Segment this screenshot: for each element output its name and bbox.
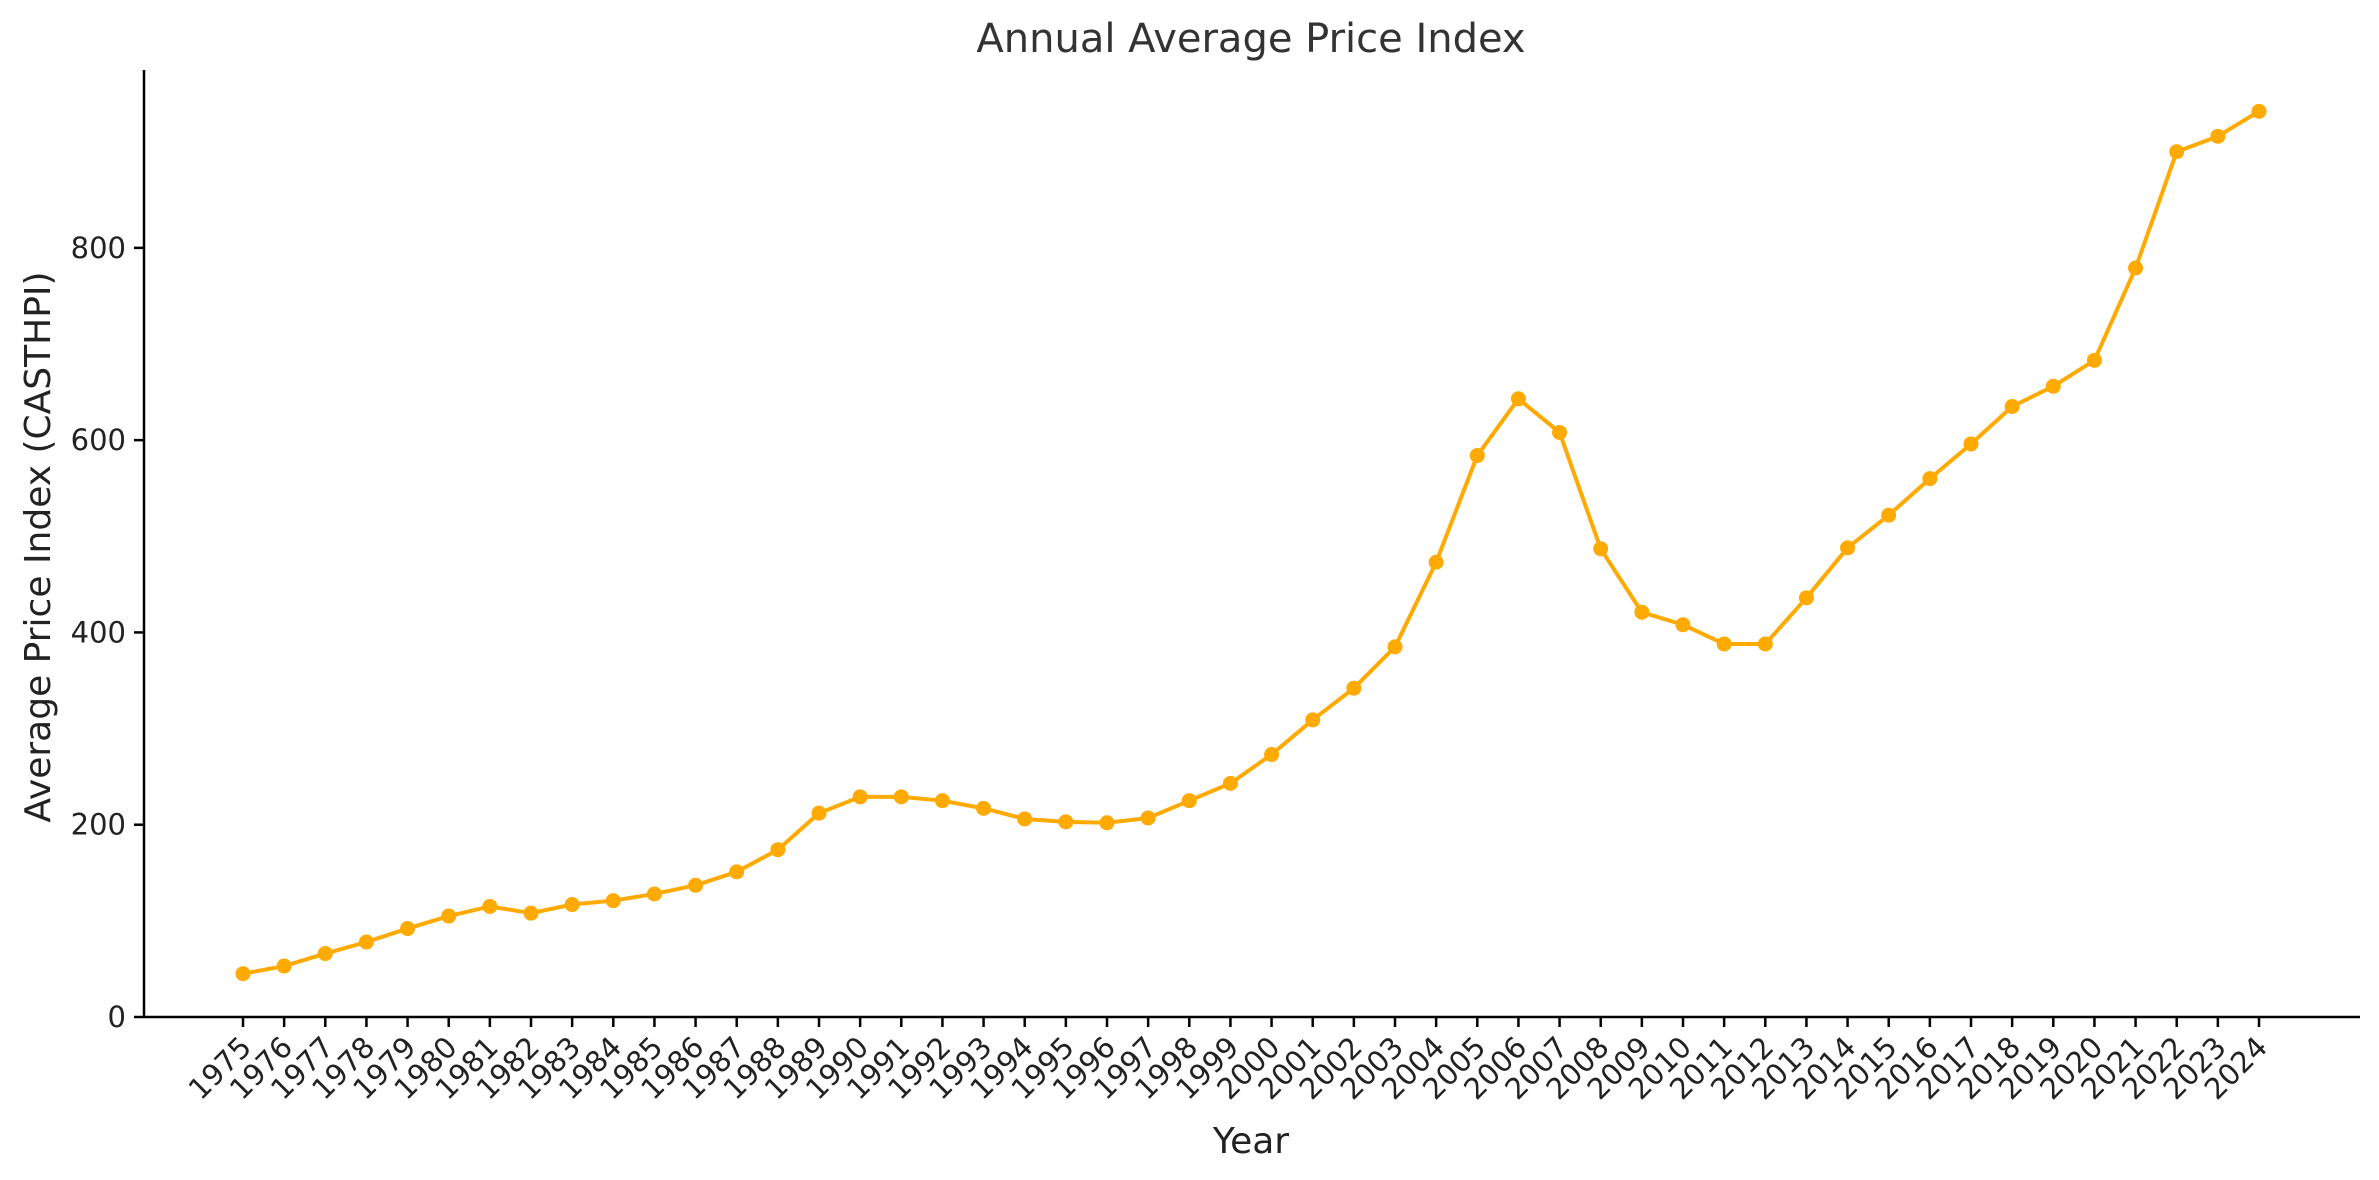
data-point <box>1552 424 1568 440</box>
data-point <box>276 958 292 974</box>
data-point <box>811 805 827 821</box>
y-axis-label: Average Price Index (CASTHPI) <box>18 271 59 822</box>
data-point <box>2086 352 2102 368</box>
data-point <box>1593 541 1609 557</box>
data-point <box>1099 815 1115 831</box>
data-point <box>934 793 950 809</box>
y-tick-label: 0 <box>108 1000 126 1034</box>
data-point <box>523 905 539 921</box>
data-point <box>1716 636 1732 652</box>
data-point <box>605 893 621 909</box>
data-point <box>1675 617 1691 633</box>
data-point <box>564 897 580 913</box>
data-point <box>1222 775 1238 791</box>
data-point <box>317 946 333 962</box>
data-point <box>646 886 662 902</box>
data-point <box>770 842 786 858</box>
data-point <box>1305 712 1321 728</box>
data-point <box>358 934 374 950</box>
data-point <box>1140 810 1156 826</box>
data-point <box>1387 639 1403 655</box>
y-tick-label: 600 <box>71 423 126 457</box>
data-point <box>1963 436 1979 452</box>
data-point <box>441 908 457 924</box>
x-axis-label: Year <box>1212 1121 1289 1162</box>
data-point <box>852 789 868 805</box>
data-point <box>1757 636 1773 652</box>
data-point <box>1264 747 1280 763</box>
series-line <box>241 109 2261 976</box>
data-points <box>235 103 2267 982</box>
data-point <box>2004 399 2020 414</box>
data-point <box>1346 680 1362 696</box>
y-tick-label: 200 <box>71 808 126 842</box>
data-point <box>2210 128 2226 144</box>
data-point <box>976 800 992 816</box>
data-point <box>893 789 909 805</box>
data-point <box>1922 471 1938 487</box>
data-point <box>1840 540 1856 556</box>
y-axis-ticks: 0 200 400 600 800 <box>71 231 144 1034</box>
data-point <box>688 877 704 893</box>
data-point <box>1017 811 1033 827</box>
data-point <box>400 921 416 937</box>
data-point <box>1181 793 1197 809</box>
data-point <box>2251 103 2267 119</box>
data-point <box>2169 144 2185 160</box>
data-point <box>1510 391 1526 407</box>
data-point <box>1881 507 1897 523</box>
data-point <box>1428 554 1444 570</box>
x-axis-ticks: 1975197619771978197919801981198219831984… <box>182 1017 2274 1106</box>
y-tick-label: 400 <box>71 615 126 649</box>
data-point <box>1469 448 1485 464</box>
data-point <box>482 898 498 914</box>
data-point <box>1798 590 1814 606</box>
data-point <box>1058 814 1074 830</box>
data-point <box>729 864 745 880</box>
chart-title: Annual Average Price Index <box>976 16 1525 62</box>
y-tick-label: 800 <box>71 231 126 265</box>
data-point <box>2128 260 2144 276</box>
data-point <box>1634 604 1650 620</box>
data-point <box>2045 378 2061 394</box>
data-point <box>235 966 251 982</box>
